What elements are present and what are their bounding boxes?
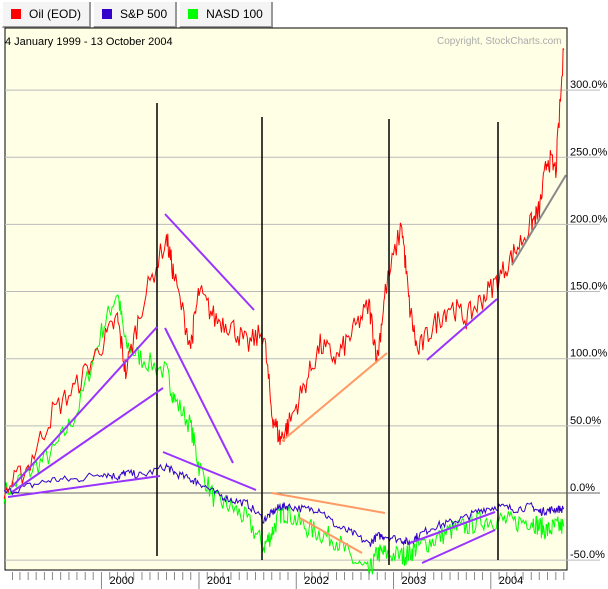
x-tick-label: 2001 <box>207 575 231 587</box>
trendline <box>511 174 567 266</box>
x-tick-label: 2002 <box>304 575 328 587</box>
trendline <box>164 213 255 311</box>
x-tick-label: 2004 <box>499 575 523 587</box>
sp500-swatch-icon <box>102 9 112 19</box>
copyright: Copyright, StockCharts.com <box>437 36 562 47</box>
trendline <box>421 529 496 564</box>
series-line-nasd-100 <box>3 294 565 576</box>
trendline <box>281 352 388 442</box>
trendline <box>7 475 161 498</box>
legend-label: Oil (EOD) <box>29 7 81 21</box>
series-line-s-p-500 <box>3 462 565 547</box>
oil-swatch-icon <box>11 9 21 19</box>
trendline <box>426 298 498 361</box>
series-line-oil-eod- <box>3 48 565 499</box>
legend-tab-sp500[interactable]: S&P 500 <box>93 2 178 28</box>
trendline <box>409 511 496 544</box>
y-tick-label: 150.0% <box>570 281 608 293</box>
trendline <box>164 327 234 464</box>
plot-area <box>4 27 568 571</box>
legend-tab-nasd100[interactable]: NASD 100 <box>179 2 273 28</box>
trendline <box>271 492 386 514</box>
legend-label: NASD 100 <box>206 7 263 21</box>
x-tick-label: 2000 <box>109 575 133 587</box>
date-range: 4 January 1999 - 13 October 2004 <box>5 36 173 48</box>
x-tick-label: 2003 <box>402 575 426 587</box>
legend-label: S&P 500 <box>120 7 168 21</box>
y-tick-label: 250.0% <box>570 146 608 158</box>
legend-tab-oil[interactable]: Oil (EOD) <box>2 2 91 28</box>
y-tick-label: 300.0% <box>570 79 608 91</box>
y-tick-label: 200.0% <box>570 213 608 225</box>
y-tick-label: 0.0% <box>570 482 595 494</box>
y-tick-label: 100.0% <box>570 348 608 360</box>
nasd-swatch-icon <box>188 9 199 19</box>
trendline <box>299 517 363 554</box>
trendline <box>11 326 158 488</box>
trendline <box>11 387 164 493</box>
y-tick-label: -50.0% <box>570 549 605 561</box>
trendline-annotations <box>7 103 567 565</box>
y-tick-label: 50.0% <box>570 415 601 427</box>
legend-tabs: Oil (EOD) S&P 500 NASD 100 <box>2 2 273 28</box>
trendline <box>162 451 257 491</box>
